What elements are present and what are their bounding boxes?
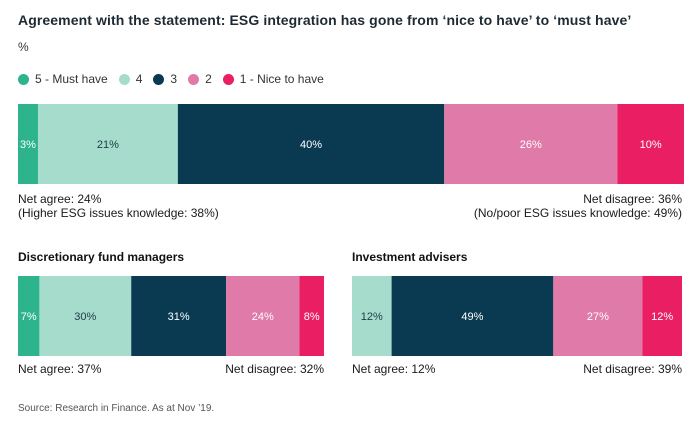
bar-segment-1 [299, 276, 324, 356]
bar-value-label: 27% [587, 311, 609, 323]
unit-label: % [18, 40, 29, 54]
net-agree-label: Net agree: 24% [18, 192, 102, 206]
legend-swatch-3 [153, 73, 165, 85]
bar-value-label: 26% [520, 139, 542, 151]
bar-value-label: 30% [74, 311, 96, 323]
legend-swatch-4 [118, 73, 130, 85]
bar-value-label: 12% [651, 311, 673, 323]
bar-segment-2 [553, 276, 643, 356]
bar-segment-3 [177, 104, 445, 184]
bar-value-label: 24% [252, 311, 274, 323]
dfm-net-disagree: Net disagree: 32% [225, 362, 324, 376]
legend-item-3: 3 [153, 72, 177, 86]
advisers-net-agree: Net agree: 12% [352, 362, 436, 376]
legend-swatch-2 [188, 73, 200, 85]
legend-label-4: 4 [135, 72, 143, 86]
stacked-bar-advisers: 12% 49% 27% 12% [352, 276, 682, 356]
advisers-title: Investment advisers [352, 250, 468, 264]
dfm-net-agree: Net agree: 37% [18, 362, 102, 376]
net-disagree-note: Net disagree: 36% (No/poor ESG issues kn… [474, 192, 682, 220]
chart-title: Agreement with the statement: ESG integr… [18, 12, 632, 28]
legend-item-1: 1 - Nice to have [222, 72, 324, 86]
legend-label-1: 1 - Nice to have [239, 72, 324, 86]
legend-item-2: 2 [188, 72, 212, 86]
bar-segment-5 [18, 276, 40, 356]
bar-segment-2 [444, 104, 618, 184]
net-disagree-label: Net disagree: 36% [583, 192, 682, 206]
bar-segment-3 [131, 276, 227, 356]
bar-segment-4 [352, 276, 392, 356]
bar-segment-1 [617, 104, 684, 184]
bar-value-label: 21% [97, 139, 119, 151]
bar-value-label: 12% [361, 311, 383, 323]
higher-knowledge-label: (Higher ESG issues knowledge: 38%) [18, 206, 219, 220]
legend-label-3: 3 [170, 72, 178, 86]
bar-segment-4 [37, 104, 178, 184]
source-note: Source: Research in Finance. As at Nov ’… [18, 403, 215, 414]
dfm-title: Discretionary fund managers [18, 250, 185, 264]
legend: 5 - Must have 4 3 2 1 - Nice to have [18, 72, 335, 86]
bar-value-label: 10% [640, 139, 662, 151]
bar-value-label: 31% [168, 311, 190, 323]
stacked-bar-all: 3% 21% 40% 26% 10% [18, 104, 684, 184]
legend-item-5: 5 - Must have [18, 72, 108, 86]
bar-segment-4 [39, 276, 132, 356]
legend-swatch-5 [18, 73, 29, 85]
bar-value-label: 7% [21, 311, 37, 323]
bar-value-label: 49% [461, 311, 483, 323]
bar-segment-3 [391, 276, 554, 356]
bar-segment-5 [18, 104, 38, 184]
bar-value-label: 8% [304, 311, 320, 323]
bar-segment-1 [642, 276, 682, 356]
bar-segment-2 [226, 276, 300, 356]
poor-knowledge-label: (No/poor ESG issues knowledge: 49%) [473, 206, 682, 220]
bar-value-label: 40% [300, 139, 322, 151]
legend-item-4: 4 [118, 72, 143, 86]
legend-swatch-1 [222, 73, 234, 85]
legend-label-2: 2 [205, 72, 212, 86]
legend-label-5: 5 - Must have [35, 72, 108, 86]
net-agree-note: Net agree: 24% (Higher ESG issues knowle… [18, 192, 219, 220]
stacked-bar-dfm: 7% 30% 31% 24% 8% [18, 276, 324, 356]
bar-value-label: 3% [20, 139, 36, 151]
advisers-net-disagree: Net disagree: 39% [583, 362, 682, 376]
